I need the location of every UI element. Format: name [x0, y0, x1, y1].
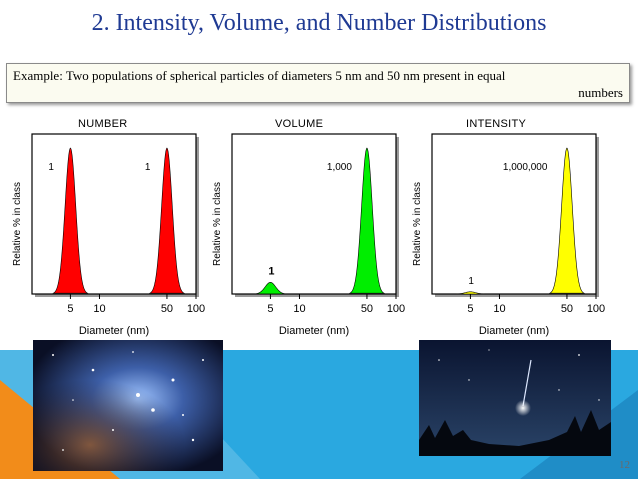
page-number: 12: [619, 459, 630, 471]
slide-title: 2. Intensity, Volume, and Number Distrib…: [0, 10, 638, 37]
x-tick-label-2: 50: [161, 303, 173, 315]
y-axis-label: Relative % in class: [12, 182, 23, 266]
x-tick-label-1: 10: [93, 303, 105, 315]
chart-intensity-title: INTENSITY: [466, 118, 527, 130]
x-tick-label-3: 100: [387, 303, 405, 315]
x-tick-label-3: 100: [187, 303, 205, 315]
x-tick-label-0: 5: [467, 303, 473, 315]
x-axis-label: Diameter (nm): [479, 325, 549, 337]
example-box: Example: Two populations of spherical pa…: [6, 63, 630, 103]
y-axis-label: Relative % in class: [212, 182, 223, 266]
peak-0: [453, 291, 488, 295]
x-tick-label-2: 50: [361, 303, 373, 315]
title-text: Intensity, Volume, and Number Distributi…: [115, 10, 547, 36]
meteor-night-sky-photo: [419, 340, 611, 456]
peak-label-1: 1,000,000: [503, 162, 548, 173]
x-tick-label-0: 5: [267, 303, 273, 315]
chart-number-title: NUMBER: [78, 118, 128, 130]
x-tick-label-2: 50: [561, 303, 573, 315]
y-axis-label: Relative % in class: [412, 182, 423, 266]
tree-silhouettes: [419, 410, 611, 456]
peak-label-0: 1: [468, 276, 474, 287]
meteor-glow: [515, 400, 531, 416]
peak-0: [52, 147, 89, 294]
chart-volume-title: VOLUME: [275, 118, 324, 130]
example-line-1: Example: Two populations of spherical pa…: [13, 68, 506, 83]
stars: [52, 351, 204, 451]
x-tick-label-3: 100: [587, 303, 605, 315]
example-line-2: numbers: [578, 85, 623, 100]
intensity-distribution-chart: 1 1,000,000 5 10 50 100 Diameter (nm) Relative …: [412, 133, 605, 337]
peak-label-0: 1: [48, 162, 54, 173]
x-tick-label-0: 5: [67, 303, 73, 315]
x-tick-label-1: 10: [293, 303, 305, 315]
nebula-photo: [33, 340, 223, 471]
meteor-trail: [522, 359, 532, 407]
x-axis-label: Diameter (nm): [79, 325, 149, 337]
title-number: 2.: [91, 10, 110, 36]
peak-1: [148, 147, 185, 294]
peak-label-1: 1,000: [327, 162, 352, 173]
x-axis-label: Diameter (nm): [279, 325, 349, 337]
number-distribution-chart: 1 1 5 10 50 100 Diameter (nm) Relative % in cla…: [12, 133, 205, 337]
peak-label-1: 1: [145, 162, 151, 173]
x-tick-label-1: 10: [493, 303, 505, 315]
peak-1: [548, 147, 585, 294]
peak-1: [348, 147, 385, 294]
peak-label-0: 1: [268, 265, 274, 277]
volume-distribution-chart: 1 1,000 5 10 50 100 Diameter (nm) Relative % in…: [212, 133, 405, 337]
peak-0: [253, 282, 288, 295]
